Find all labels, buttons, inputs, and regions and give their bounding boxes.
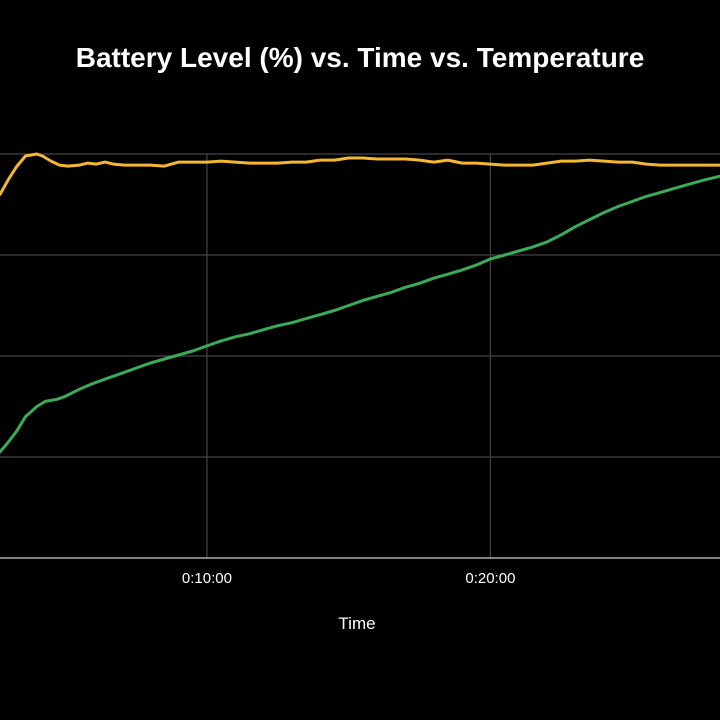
x-tick-label: 0:20:00 [465,570,515,587]
x-tick-labels: 0:10:00 0:20:00 [182,570,516,587]
series-lines [0,152,720,454]
x-gridlines [206,154,491,558]
x-tick-label: 0:10:00 [182,570,232,587]
x-axis-label: Time [338,614,376,633]
chart-title: Battery Level (%) vs. Time vs. Temperatu… [75,42,645,73]
series-1-line [0,152,720,196]
series-2-line [0,174,720,454]
y-gridlines [0,153,720,458]
